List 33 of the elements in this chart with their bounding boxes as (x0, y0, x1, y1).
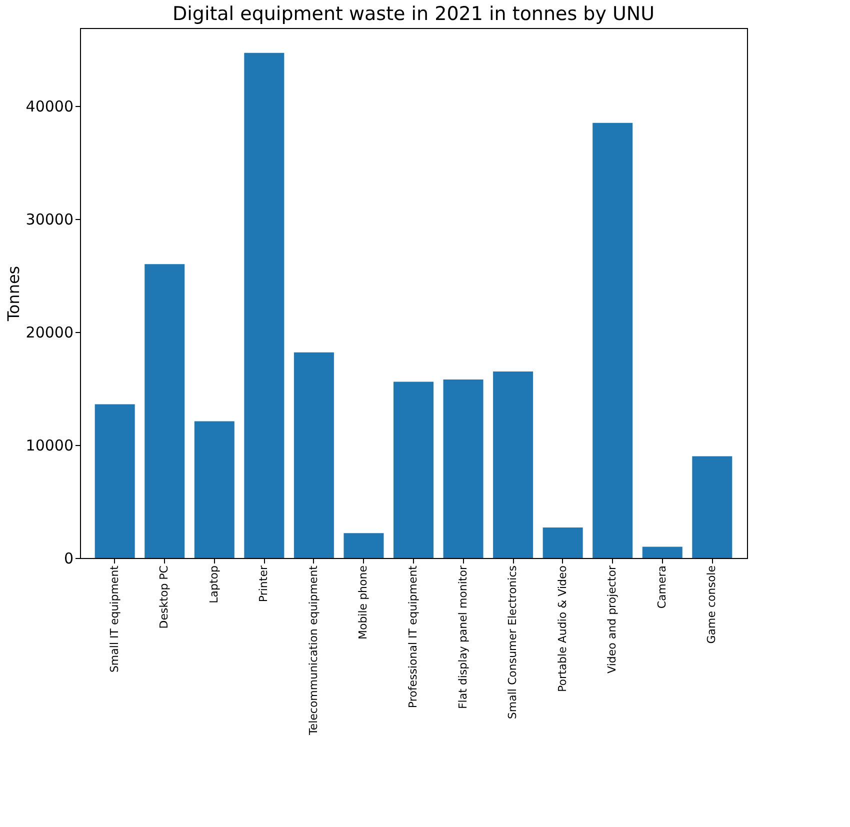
y-tick-label: 40000 (26, 97, 74, 116)
x-tick-label: Flat display panel monitor (456, 565, 470, 710)
bar (344, 533, 384, 558)
bar (642, 546, 682, 558)
x-tick-label: Video and projector (606, 565, 619, 674)
y-tick-label: 30000 (26, 210, 74, 228)
y-axis-title: Tonnes (4, 266, 23, 322)
y-tick-label: 0 (64, 550, 74, 568)
x-tick-label: Desktop PC (158, 565, 171, 629)
bar (144, 264, 185, 558)
x-tick-label: Professional IT equipment (406, 564, 420, 708)
bar (542, 527, 583, 558)
bar (194, 421, 234, 558)
bar (244, 52, 284, 558)
x-tick-label: Portable Audio & Video (556, 565, 569, 692)
x-tick-label: Telecommunication equipment (306, 564, 320, 736)
x-tick-label: Small Consumer Electronics (506, 565, 520, 720)
bar (493, 372, 534, 558)
bar (592, 122, 633, 558)
bar (394, 382, 434, 558)
x-tick-label: Camera (655, 566, 668, 609)
x-tick-label: Small IT equipment (108, 564, 121, 673)
x-tick-label: Laptop (207, 565, 220, 604)
bar (692, 456, 732, 558)
bar (94, 404, 135, 558)
y-tick-label: 10000 (26, 436, 74, 454)
y-tick-label: 20000 (26, 323, 74, 342)
x-tick-label: Printer (257, 565, 270, 602)
bar (294, 352, 334, 558)
chart-title: Digital equipment waste in 2021 in tonnes by UNU (172, 3, 655, 25)
x-tick-label: Mobile phone (356, 565, 370, 640)
bar (443, 379, 484, 558)
x-tick-label: Game console (705, 565, 718, 644)
